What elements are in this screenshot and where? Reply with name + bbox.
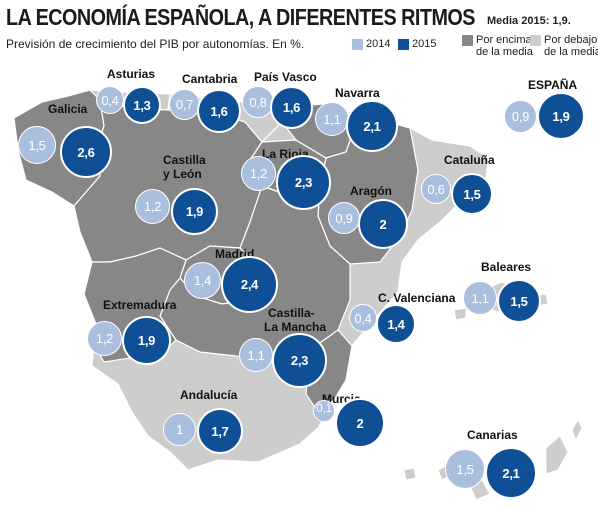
average-note: Media 2015: 1,9. xyxy=(487,15,571,27)
page-title: LA ECONOMÍA ESPAÑOLA, A DIFERENTES RITMO… xyxy=(6,4,475,30)
region-label-aragon: Aragón xyxy=(350,184,392,198)
legend-swatch-2015 xyxy=(398,39,409,50)
bubble-2015-cantabria: 1,6 xyxy=(197,89,241,133)
bubble-2014-galicia: 1,5 xyxy=(18,126,56,164)
bubble-2015-la-rioja: 2,3 xyxy=(276,155,331,210)
legend-label-below-1: Por debajo xyxy=(544,34,598,46)
region-label-navarra: Navarra xyxy=(335,86,380,100)
region-label-c-valenciana: C. Valenciana xyxy=(378,291,456,305)
region-label-espana: ESPAÑA xyxy=(528,78,578,92)
legend-label-2015: 2015 xyxy=(412,38,437,50)
region-label-castilla-mancha-1: Castilla- xyxy=(268,306,315,320)
legend-label-above-1: Por encima xyxy=(476,34,532,46)
region-label-asturias: Asturias xyxy=(107,67,156,81)
bubble-2015-asturias: 1,3 xyxy=(123,86,161,124)
bubble-2014-la-rioja: 1,2 xyxy=(241,156,276,191)
bubble-2014-asturias: 0,4 xyxy=(96,86,124,114)
bubble-2014-pais-vasco: 0,8 xyxy=(242,86,274,118)
region-label-castilla-mancha-2: La Mancha xyxy=(264,320,327,334)
bubble-2014-canarias: 1,5 xyxy=(445,449,485,489)
bubble-2015-aragon: 2 xyxy=(358,199,408,249)
region-label-pais-vasco: País Vasco xyxy=(254,70,317,84)
page-subtitle: Previsión de crecimiento del PIB por aut… xyxy=(6,37,305,51)
bubble-2015-canarias: 2,1 xyxy=(485,447,537,499)
bubble-2015-navarra: 2,1 xyxy=(346,100,398,152)
region-label-extremadura: Extremadura xyxy=(103,298,177,312)
legend-swatch-below xyxy=(530,35,541,46)
bubble-2015-pais-vasco: 1,6 xyxy=(270,86,313,129)
bubble-2015-extremadura: 1,9 xyxy=(122,316,171,365)
legend-swatch-2014 xyxy=(352,39,363,50)
legend-swatch-above xyxy=(462,35,473,46)
legend-label-below-2: de la media xyxy=(544,46,598,58)
bubble-2014-navarra: 1,1 xyxy=(315,102,349,136)
bubble-2014-castilla-leon: 1,2 xyxy=(135,189,170,224)
bubble-2015-galicia: 2,6 xyxy=(60,126,112,178)
bubble-2014-extremadura: 1,2 xyxy=(87,321,122,356)
legend-label-above-2: de la media xyxy=(476,46,533,58)
legend-label-2014: 2014 xyxy=(366,38,391,50)
bubble-2014-andalucia: 1 xyxy=(163,413,196,446)
bubble-2015-andalucia: 1,7 xyxy=(197,408,243,454)
region-label-andalucia: Andalucía xyxy=(180,388,238,402)
bubble-2015-cataluna: 1,5 xyxy=(451,173,493,215)
bubble-2015-c-valenciana: 1,4 xyxy=(376,304,416,344)
region-label-cataluna: Cataluña xyxy=(444,153,495,167)
bubble-2015-espana: 1,9 xyxy=(537,92,585,140)
region-label-baleares: Baleares xyxy=(481,260,532,274)
bubble-2015-baleares: 1,5 xyxy=(497,279,541,323)
bubble-2015-castilla-mancha: 2,3 xyxy=(272,333,327,388)
bubble-2014-murcia: 0,1 xyxy=(313,400,335,422)
bubble-2014-c-valenciana: 0,4 xyxy=(349,304,377,332)
bubble-2015-castilla-leon: 1,9 xyxy=(171,188,218,235)
region-label-castilla-leon-1: Castilla xyxy=(163,153,206,167)
region-label-galicia: Galicia xyxy=(48,102,88,116)
bubble-2015-murcia: 2 xyxy=(335,398,385,448)
bubble-2015-madrid: 2,4 xyxy=(221,256,278,313)
bubble-2014-cantabria: 0,7 xyxy=(169,89,200,120)
region-label-canarias: Canarias xyxy=(467,428,518,442)
bubble-2014-cataluna: 0,6 xyxy=(421,174,451,204)
bubble-2014-espana: 0,9 xyxy=(504,100,537,133)
region-label-castilla-leon-2: y León xyxy=(163,167,202,181)
bubble-2014-aragon: 0,9 xyxy=(328,202,360,234)
bubble-2014-baleares: 1,1 xyxy=(463,281,497,315)
bubble-2014-madrid: 1,4 xyxy=(184,262,221,299)
bubble-2014-castilla-mancha: 1,1 xyxy=(239,338,273,372)
region-label-cantabria: Cantabria xyxy=(182,72,238,86)
